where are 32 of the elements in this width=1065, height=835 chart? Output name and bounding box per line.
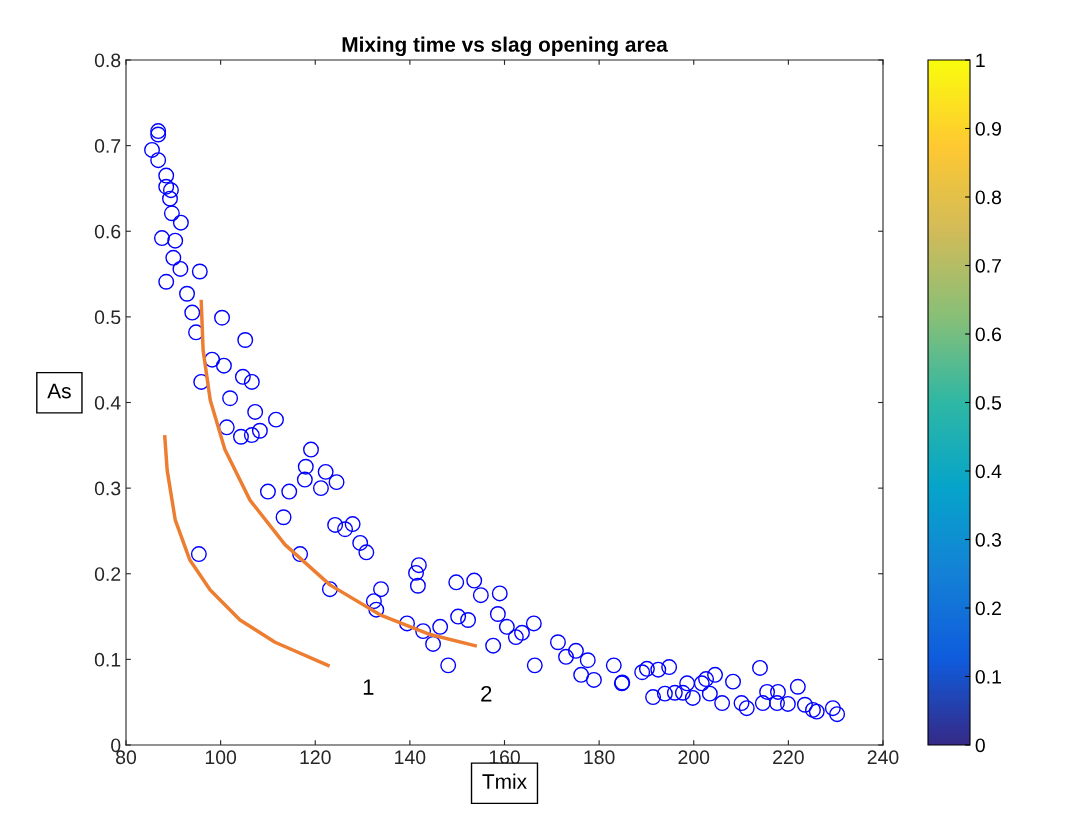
y-tick-label: 0.6	[94, 224, 121, 239]
y-tick-label: 0.4	[94, 395, 121, 410]
chart-title: Mixing time vs slag opening area	[342, 36, 668, 57]
color-bar-label: 0.1	[975, 669, 1001, 684]
y-tick-label: 0.3	[94, 481, 121, 496]
color-bar-label: 0.6	[975, 327, 1002, 342]
series-label: 1	[363, 679, 374, 695]
x-tick-label: 200	[678, 750, 710, 765]
color-bar-label: 0.9	[975, 121, 1001, 136]
y-tick-label: 0.5	[94, 310, 121, 325]
color-bar-label: 0.5	[975, 395, 1002, 410]
x-tick-label: 160	[489, 750, 520, 765]
color-bar-label: 0.3	[975, 532, 1002, 547]
y-tick-label: 0.2	[94, 567, 121, 581]
y-tick-label: 0.7	[94, 139, 121, 153]
color-bar-label: 0.8	[975, 190, 1002, 205]
x-axis-title: Tmix	[482, 773, 527, 789]
y-axis-title: As	[47, 383, 71, 399]
y-tick-label: 0.1	[94, 652, 121, 667]
color-bar-label: 0	[975, 738, 985, 753]
x-tick-label: 240	[867, 750, 899, 765]
color-bar-label: 0.2	[975, 601, 1001, 616]
y-tick-label: 0.8	[94, 53, 121, 68]
color-bar-label: 0.4	[975, 464, 1002, 479]
series-label: 2	[481, 685, 492, 702]
color-bar-label: 0.7	[975, 258, 1001, 273]
color-bar-label: 1	[976, 53, 985, 68]
x-tick-label: 140	[395, 750, 426, 765]
x-tick-label: 220	[773, 750, 804, 765]
x-tick-label: 120	[300, 750, 331, 765]
x-tick-label: 100	[205, 750, 237, 765]
x-tick-label: 180	[584, 750, 615, 765]
